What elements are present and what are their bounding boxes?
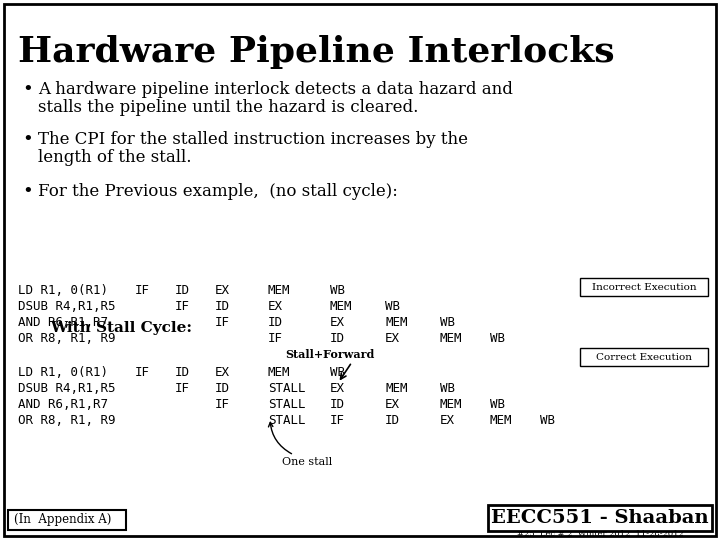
Text: ID: ID [268, 315, 283, 328]
Bar [580, 348, 708, 366]
Text: AND R6,R1,R7: AND R6,R1,R7 [18, 397, 108, 410]
Text: MEM: MEM [330, 300, 353, 313]
Text: STALL: STALL [268, 397, 305, 410]
Text: WB: WB [490, 332, 505, 345]
Text: STALL: STALL [268, 414, 305, 427]
Text: #25  Lec # 2  Winter 2012  11-28-2012: #25 Lec # 2 Winter 2012 11-28-2012 [517, 530, 683, 538]
Text: OR R8, R1, R9: OR R8, R1, R9 [18, 332, 115, 345]
Text: length of the stall.: length of the stall. [38, 150, 192, 166]
Text: WB: WB [440, 315, 455, 328]
Text: ID: ID [175, 284, 190, 296]
Text: Hardware Pipeline Interlocks: Hardware Pipeline Interlocks [18, 35, 615, 69]
Text: •: • [22, 131, 32, 149]
Text: With Stall Cycle:: With Stall Cycle: [50, 321, 192, 335]
Text: •: • [22, 81, 32, 99]
Text: stalls the pipeline until the hazard is cleared.: stalls the pipeline until the hazard is … [38, 99, 418, 117]
Text: WB: WB [385, 300, 400, 313]
Text: WB: WB [540, 414, 555, 427]
Text: For the Previous example,  (no stall cycle):: For the Previous example, (no stall cycl… [38, 184, 398, 200]
Text: MEM: MEM [268, 284, 290, 296]
Text: IF: IF [135, 366, 150, 379]
Text: EX: EX [385, 332, 400, 345]
Text: (In  Appendix A): (In Appendix A) [14, 514, 112, 526]
Bar [580, 278, 708, 296]
Text: MEM: MEM [385, 315, 408, 328]
Text: EECC551 - Shaaban: EECC551 - Shaaban [491, 509, 708, 527]
Text: AND R6,R1,R7: AND R6,R1,R7 [18, 315, 108, 328]
Text: WB: WB [440, 381, 455, 395]
Bar [488, 505, 712, 531]
Text: STALL: STALL [268, 381, 305, 395]
Text: ID: ID [330, 397, 345, 410]
Text: IF: IF [215, 315, 230, 328]
Text: Stall+Forward: Stall+Forward [285, 349, 374, 361]
Text: MEM: MEM [268, 366, 290, 379]
Text: IF: IF [268, 332, 283, 345]
Text: EX: EX [440, 414, 455, 427]
Text: •: • [22, 183, 32, 201]
Text: IF: IF [330, 414, 345, 427]
Text: WB: WB [490, 397, 505, 410]
Text: WB: WB [330, 366, 345, 379]
Text: IF: IF [175, 300, 190, 313]
Text: Incorrect Execution: Incorrect Execution [592, 282, 696, 292]
Text: EX: EX [385, 397, 400, 410]
Text: Correct Execution: Correct Execution [596, 353, 692, 361]
Bar [8, 510, 126, 530]
Text: ID: ID [215, 381, 230, 395]
Text: IF: IF [215, 397, 230, 410]
Text: A hardware pipeline interlock detects a data hazard and: A hardware pipeline interlock detects a … [38, 82, 513, 98]
Text: EX: EX [330, 381, 345, 395]
Text: MEM: MEM [440, 397, 462, 410]
Text: ID: ID [215, 300, 230, 313]
Text: EX: EX [268, 300, 283, 313]
Text: WB: WB [330, 284, 345, 296]
Text: DSUB R4,R1,R5: DSUB R4,R1,R5 [18, 300, 115, 313]
Text: OR R8, R1, R9: OR R8, R1, R9 [18, 414, 115, 427]
Text: ID: ID [385, 414, 400, 427]
Text: LD R1, 0(R1): LD R1, 0(R1) [18, 366, 108, 379]
Text: One stall: One stall [282, 457, 332, 467]
Text: EX: EX [215, 284, 230, 296]
Text: EX: EX [215, 366, 230, 379]
Text: LD R1, 0(R1): LD R1, 0(R1) [18, 284, 108, 296]
Text: ID: ID [175, 366, 190, 379]
Text: IF: IF [135, 284, 150, 296]
Text: IF: IF [175, 381, 190, 395]
Text: EX: EX [330, 315, 345, 328]
Text: MEM: MEM [385, 381, 408, 395]
Text: The CPI for the stalled instruction increases by the: The CPI for the stalled instruction incr… [38, 132, 468, 148]
Text: MEM: MEM [490, 414, 513, 427]
Text: ID: ID [330, 332, 345, 345]
Text: DSUB R4,R1,R5: DSUB R4,R1,R5 [18, 381, 115, 395]
Text: MEM: MEM [440, 332, 462, 345]
